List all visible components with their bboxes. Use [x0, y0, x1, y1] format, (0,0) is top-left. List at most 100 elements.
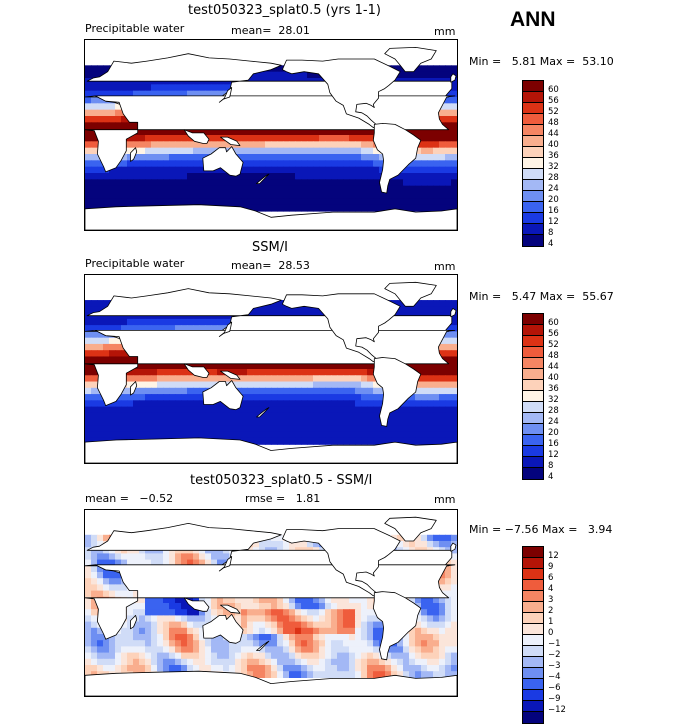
- field-cell: [367, 665, 374, 672]
- field-cell: [157, 154, 164, 161]
- field-cell: [247, 652, 254, 660]
- field-cell: [169, 603, 176, 610]
- field-cell: [241, 394, 248, 401]
- continent-outline: [220, 604, 241, 614]
- field-cell: [115, 652, 122, 660]
- field-cell: [169, 128, 176, 136]
- field-cell: [361, 634, 368, 641]
- field-cell: [301, 71, 308, 79]
- field-cell: [433, 431, 440, 439]
- field-cell: [331, 198, 338, 206]
- field-cell: [259, 362, 266, 370]
- field-cell: [313, 135, 320, 142]
- field-cell: [283, 596, 290, 604]
- field-cell: [109, 559, 116, 567]
- field-cell: [313, 198, 320, 206]
- field-cell: [139, 318, 146, 326]
- field-cell: [241, 147, 248, 155]
- field-cell: [421, 166, 428, 174]
- field-cell: [433, 406, 440, 414]
- field-cell: [259, 419, 266, 426]
- field-cell: [121, 400, 128, 408]
- field-cell: [445, 185, 452, 193]
- field-cell: [145, 362, 152, 370]
- field-cell: [199, 640, 206, 647]
- field-cell: [253, 135, 260, 142]
- field-cell: [445, 565, 452, 573]
- field-cell: [97, 394, 104, 401]
- field-cell: [151, 141, 158, 149]
- field-cell: [193, 665, 200, 672]
- field-cell: [199, 658, 206, 666]
- field-cell: [133, 154, 140, 161]
- field-cell: [445, 584, 452, 592]
- field-cell: [85, 185, 92, 193]
- field-cell: [247, 621, 254, 629]
- field-cell: [325, 658, 332, 666]
- field-cell: [367, 419, 374, 426]
- field-cell: [337, 412, 344, 420]
- panel1-colorbar: [522, 80, 544, 247]
- field-cell: [319, 204, 326, 212]
- colorbar-swatch: [523, 125, 543, 136]
- field-cell: [121, 640, 128, 647]
- field-cell: [97, 350, 104, 358]
- field-cell: [133, 640, 140, 647]
- field-cell: [205, 553, 212, 561]
- field-cell: [187, 553, 194, 561]
- field-cell: [151, 627, 158, 635]
- field-cell: [97, 331, 104, 339]
- field-cell: [415, 387, 422, 395]
- field-cell: [271, 437, 278, 445]
- field-cell: [103, 419, 110, 426]
- field-cell: [313, 362, 320, 370]
- field-cell: [451, 204, 457, 212]
- field-cell: [133, 665, 140, 672]
- field-cell: [127, 553, 134, 561]
- field-cell: [445, 381, 452, 389]
- field-cell: [187, 406, 194, 414]
- field-cell: [313, 306, 320, 314]
- field-cell: [145, 634, 152, 641]
- field-cell: [205, 325, 212, 332]
- field-cell: [415, 65, 422, 73]
- field-cell: [445, 122, 452, 130]
- field-cell: [451, 387, 457, 395]
- colorbar-tick-label: 36: [548, 151, 559, 161]
- field-cell: [181, 147, 188, 155]
- field-cell: [169, 596, 176, 604]
- field-cell: [181, 160, 188, 168]
- field-cell: [199, 141, 206, 149]
- field-cell: [331, 362, 338, 370]
- field-cell: [241, 621, 248, 629]
- field-cell: [355, 671, 362, 678]
- field-cell: [193, 431, 200, 439]
- field-cell: [319, 381, 326, 389]
- field-cell: [289, 609, 296, 616]
- page: { "season": "ANN", "units": "mm", "color…: [84, 3, 614, 724]
- field-cell: [361, 375, 368, 383]
- field-cell: [415, 394, 422, 401]
- field-cell: [133, 192, 140, 199]
- field-cell: [427, 362, 434, 370]
- field-cell: [229, 412, 236, 420]
- field-cell: [361, 609, 368, 616]
- field-cell: [421, 400, 428, 408]
- field-cell: [361, 173, 368, 180]
- field-cell: [85, 412, 92, 420]
- colorbar-tick-label: 24: [548, 417, 559, 427]
- field-cell: [241, 431, 248, 439]
- field-cell: [427, 387, 434, 395]
- field-cell: [211, 609, 218, 616]
- field-cell: [145, 419, 152, 426]
- field-cell: [229, 173, 236, 180]
- field-cell: [289, 665, 296, 672]
- field-cell: [283, 362, 290, 370]
- field-cell: [157, 603, 164, 610]
- field-cell: [223, 179, 230, 187]
- field-cell: [289, 362, 296, 370]
- field-cell: [289, 634, 296, 641]
- field-cell: [205, 646, 212, 654]
- field-cell: [277, 406, 284, 414]
- field-cell: [175, 135, 182, 142]
